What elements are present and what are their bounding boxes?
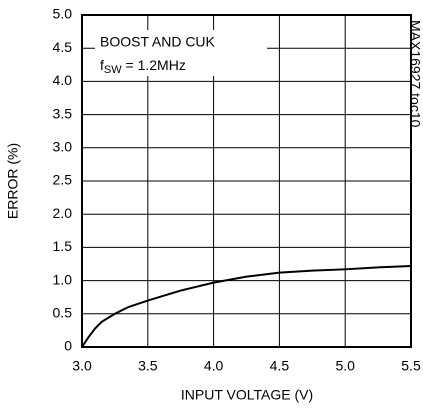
x-tick-label: 3.0 — [72, 358, 92, 374]
x-tick-label: 3.5 — [138, 358, 158, 374]
y-tick-label: 5.0 — [53, 6, 73, 22]
annotation-2: fSW = 1.2MHz — [100, 57, 186, 76]
plot-frame — [81, 14, 412, 348]
data-line — [81, 264, 412, 348]
y-tick-label: 1.0 — [53, 271, 73, 287]
y-axis-label: ERROR (%) — [5, 143, 21, 219]
annotation-main: f — [100, 57, 104, 73]
y-tick-label: 3.0 — [53, 139, 73, 155]
y-tick-label: 3.5 — [53, 105, 73, 121]
y-tick-label: 2.0 — [53, 205, 73, 221]
y-tick-label: 4.5 — [53, 39, 73, 55]
x-tick-label: 4.0 — [204, 358, 224, 374]
x-tick-label: 5.0 — [335, 358, 355, 374]
y-tick-label: 4.0 — [53, 72, 73, 88]
annotation: BOOST AND CUK — [100, 34, 216, 50]
x-tick-label: 4.5 — [270, 358, 290, 374]
y-tick-label: 0.5 — [53, 305, 73, 321]
annotation-box — [95, 30, 267, 76]
y-tick-label: 0 — [64, 338, 72, 354]
x-tick-label: 5.5 — [401, 358, 421, 374]
y-tick-label: 1.5 — [53, 238, 73, 254]
side-label: MAX16927 toc10 — [407, 20, 423, 128]
y-tick-label: 2.5 — [53, 172, 73, 188]
annotation-sub: SW — [104, 64, 122, 76]
annotation-rest: = 1.2MHz — [122, 57, 186, 73]
x-axis-label: INPUT VOLTAGE (V) — [181, 387, 313, 403]
